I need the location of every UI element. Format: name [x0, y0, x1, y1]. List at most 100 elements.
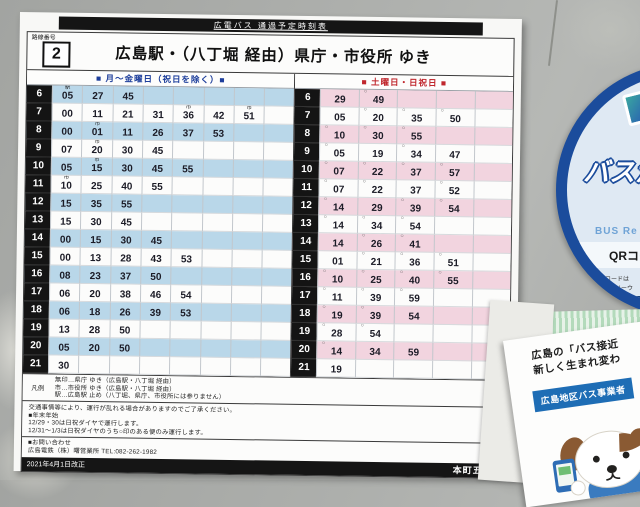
minute-cell [200, 267, 232, 286]
minute-cell: 30 [47, 355, 79, 374]
minute-value: 20 [89, 288, 101, 301]
minute-cell: ○ 14 [316, 341, 356, 360]
minute-cell: 19 [357, 143, 397, 163]
minute-cell [199, 339, 231, 358]
minute-value: 35 [90, 199, 102, 211]
minute-value: 36 [409, 257, 421, 269]
hour-cell: 16 [24, 265, 50, 284]
minute-value: 23 [89, 270, 101, 283]
minute-cell: ○ 57 [434, 162, 474, 182]
minute-value: 05 [61, 90, 74, 102]
minute-cell [433, 216, 473, 236]
minute-value: 00 [59, 234, 72, 246]
poster-top-title: 広電バス 通過予定時刻表 [213, 20, 328, 32]
minute-cell [433, 234, 473, 254]
minute-cell [232, 195, 263, 215]
minute-value: 30 [120, 235, 132, 247]
minute-cell [262, 196, 293, 215]
title-row: 路線番号 2 広島駅・（八丁堀 経由）県庁・市役所 ゆき [27, 32, 514, 77]
minute-cell: 45 [141, 158, 173, 178]
minute-value: 39 [149, 307, 162, 319]
hour-cell: 15 [24, 247, 50, 266]
minute-cell [473, 163, 512, 182]
hour-cell: 18 [292, 304, 318, 324]
hour-cell: 17 [292, 286, 318, 306]
minute-cell: 01 [317, 251, 357, 270]
minute-cell: ○ 20 [358, 107, 398, 127]
minute-value: 29 [334, 94, 346, 106]
minute-cell: ○ 30 [358, 125, 397, 145]
minute-cell: 30 [111, 140, 143, 159]
minute-value: 25 [370, 274, 382, 287]
minute-value: 06 [59, 288, 71, 300]
minute-cell: 26 [142, 122, 173, 142]
minute-cell [199, 357, 231, 376]
minute-cell [432, 288, 472, 308]
minute-cell: 06 [48, 283, 80, 302]
minute-value: 13 [58, 324, 70, 336]
minute-cell: ○ 19 [317, 305, 356, 324]
bus-approach-sticker: バスが わ BUS Re QRコー ※QRコードは ㈱デンソーウ htt [556, 63, 640, 317]
minute-value: 50 [449, 114, 461, 126]
minute-cell: 53 [170, 249, 202, 268]
minute-cell [263, 124, 294, 143]
minute-value: 38 [119, 289, 131, 301]
minute-cell: 市 15 [81, 157, 112, 177]
minute-value: 22 [371, 166, 384, 179]
minute-cell [435, 90, 475, 110]
hour-cell: 14 [293, 232, 319, 252]
minute-value: 55 [410, 131, 423, 143]
minute-value: 45 [122, 91, 134, 103]
minute-value: 13 [89, 253, 102, 265]
hour-cell: 20 [291, 340, 317, 360]
minute-cell [169, 339, 201, 358]
minute-value: 50 [119, 325, 131, 337]
timetable-box: 路線番号 2 広島駅・（八丁堀 経由）県庁・市役所 ゆき ■ 月～金曜日（祝日を… [20, 31, 515, 479]
minute-cell [171, 177, 203, 196]
minute-cell: 55 [171, 159, 203, 178]
minute-cell: 30 [80, 211, 111, 231]
minute-cell [261, 286, 292, 305]
minute-cell [432, 324, 472, 344]
minute-cell [141, 194, 172, 214]
minute-cell: 29 [357, 197, 396, 217]
minute-value: 39 [409, 203, 422, 215]
minute-value: 26 [370, 238, 383, 251]
minute-cell [201, 249, 232, 268]
minute-value: 28 [88, 324, 101, 337]
sticker-note-2: ㈱デンソーウ [597, 286, 634, 292]
minute-cell: ○ 37 [396, 162, 435, 181]
minute-cell: 20 [79, 283, 110, 303]
minute-cell: ○ 36 [394, 252, 434, 271]
minute-cell: 市 36 [172, 105, 204, 124]
minute-cell: ○ 25 [356, 269, 395, 289]
minute-cell: 39 [139, 302, 171, 322]
sticker-qr-text: QRコー [609, 249, 640, 263]
minute-cell: ○ 14 [318, 197, 358, 216]
minute-cell: ○ 34 [396, 144, 436, 163]
minute-cell: 05 [319, 107, 359, 126]
route-number-box: 2 [42, 41, 71, 68]
minute-cell: ○ 50 [435, 108, 475, 128]
minute-cell: 28 [78, 319, 110, 339]
minute-value: 07 [333, 166, 345, 178]
minute-cell: 21 [112, 104, 143, 123]
minute-cell [233, 123, 264, 143]
minute-value: 27 [92, 91, 104, 103]
minute-cell [432, 342, 471, 362]
timetable-row: 21 30 [22, 355, 291, 377]
minute-value: 34 [369, 346, 381, 359]
minute-cell [201, 213, 233, 232]
minute-cell: 35 [80, 193, 112, 213]
sticker-inner: バスが わ BUS Re QRコー ※QRコードは ㈱デンソーウ htt [567, 74, 640, 306]
minute-cell: 11 [81, 103, 113, 123]
minute-value: 25 [90, 181, 103, 193]
minute-value: 15 [91, 163, 103, 175]
minute-value: 30 [121, 145, 133, 157]
minute-cell [263, 88, 295, 107]
minute-cell [435, 126, 474, 146]
minute-cell [139, 338, 170, 358]
minute-value: 54 [448, 204, 460, 216]
minute-cell: 市 51 [233, 105, 264, 125]
